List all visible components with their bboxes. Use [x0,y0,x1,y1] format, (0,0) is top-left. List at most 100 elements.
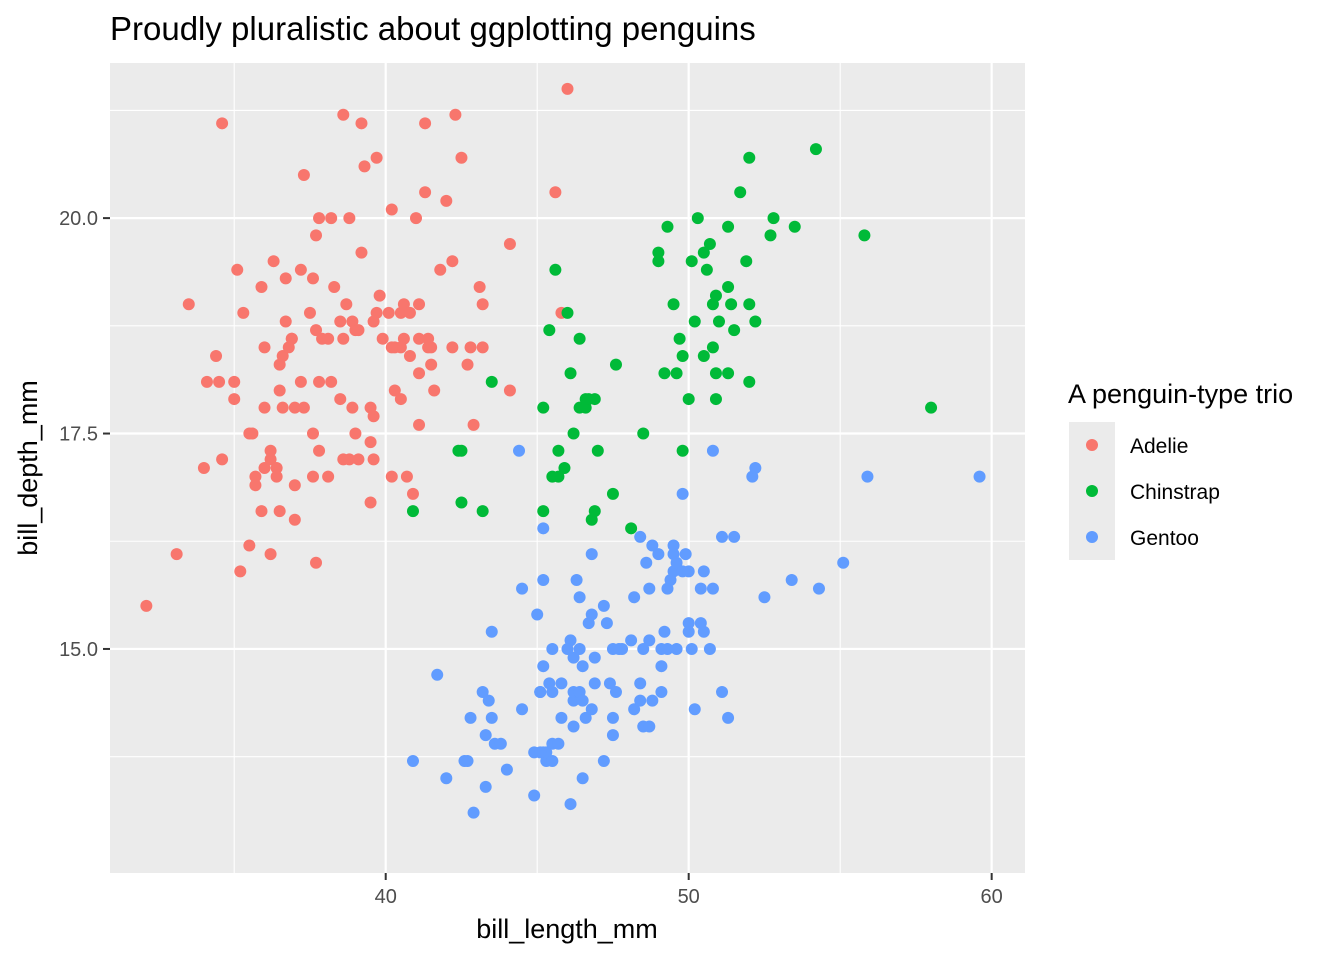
point-gentoo [555,711,568,724]
point-gentoo [597,754,610,767]
y-tick-label: 17.5 [59,424,98,446]
point-adelie [170,548,183,561]
point-gentoo [573,591,586,604]
point-gentoo [588,677,601,690]
point-gentoo [516,703,529,716]
point-chinstrap [788,220,801,233]
point-adelie [373,289,386,302]
point-chinstrap [406,505,419,518]
point-adelie [306,272,319,285]
legend-label-gentoo: Gentoo [1130,527,1199,550]
point-gentoo [570,574,583,587]
point-adelie [258,401,271,414]
point-adelie [410,212,423,225]
point-gentoo [573,642,586,655]
point-gentoo [603,677,616,690]
point-chinstrap [588,393,601,406]
point-adelie [388,384,401,397]
point-adelie [294,263,307,276]
point-adelie [270,470,283,483]
point-adelie [334,315,347,328]
point-gentoo [561,642,574,655]
point-adelie [294,375,307,388]
point-chinstrap [609,358,622,371]
point-adelie [303,306,316,319]
point-gentoo [652,548,665,561]
point-gentoo [479,729,492,742]
point-adelie [364,496,377,509]
point-gentoo [567,694,580,707]
point-chinstrap [591,444,604,457]
point-gentoo [609,686,622,699]
point-gentoo [579,711,592,724]
x-tick-label: 40 [375,886,397,908]
point-gentoo [670,642,683,655]
point-gentoo [722,711,735,724]
point-adelie [403,306,416,319]
point-chinstrap [652,255,665,268]
point-gentoo [703,642,716,655]
point-gentoo [576,772,589,785]
point-adelie [216,453,229,466]
point-chinstrap [749,315,762,328]
point-gentoo [534,686,547,699]
y-tick-label: 15.0 [59,639,98,661]
point-chinstrap [485,375,498,388]
point-adelie [228,393,241,406]
point-adelie [413,298,426,311]
point-gentoo [682,625,695,638]
point-chinstrap [667,298,680,311]
point-adelie [337,108,350,121]
point-gentoo [628,703,641,716]
point-gentoo [479,780,492,793]
point-adelie [503,237,516,250]
point-adelie [376,332,389,345]
point-adelie [279,315,292,328]
point-adelie [349,427,362,440]
point-adelie [322,332,335,345]
point-chinstrap [564,367,577,380]
point-gentoo [655,660,668,673]
point-gentoo [634,677,647,690]
point-gentoo [546,642,559,655]
point-gentoo [606,711,619,724]
point-gentoo [688,703,701,716]
point-adelie [140,599,153,612]
point-chinstrap [652,246,665,259]
point-gentoo [585,548,598,561]
point-gentoo [697,625,710,638]
point-adelie [306,427,319,440]
legend-key-adelie [1086,439,1098,451]
point-adelie [476,341,489,354]
point-adelie [385,203,398,216]
y-axis-ticks: 15.0 17.5 20.0 [59,208,110,661]
point-adelie [297,401,310,414]
point-gentoo [637,642,650,655]
point-gentoo [685,642,698,655]
point-adelie [264,548,277,561]
point-gentoo [646,539,659,552]
point-chinstrap [455,496,468,509]
point-chinstrap [670,367,683,380]
point-adelie [313,444,326,457]
point-chinstrap [676,444,689,457]
point-chinstrap [734,186,747,199]
x-tick-label: 60 [981,886,1003,908]
point-adelie [549,186,562,199]
point-adelie [322,470,335,483]
point-adelie [476,298,489,311]
point-gentoo [531,608,544,621]
point-gentoo [716,686,729,699]
point-chinstrap [661,220,674,233]
point-gentoo [537,574,550,587]
point-adelie [285,332,298,345]
point-gentoo [528,789,541,802]
x-tick-label: 50 [678,886,700,908]
point-adelie [561,82,574,95]
point-chinstrap [743,151,756,164]
point-gentoo [585,608,598,621]
point-gentoo [552,737,565,750]
point-gentoo [616,642,629,655]
point-gentoo [682,565,695,578]
point-adelie [249,479,262,492]
